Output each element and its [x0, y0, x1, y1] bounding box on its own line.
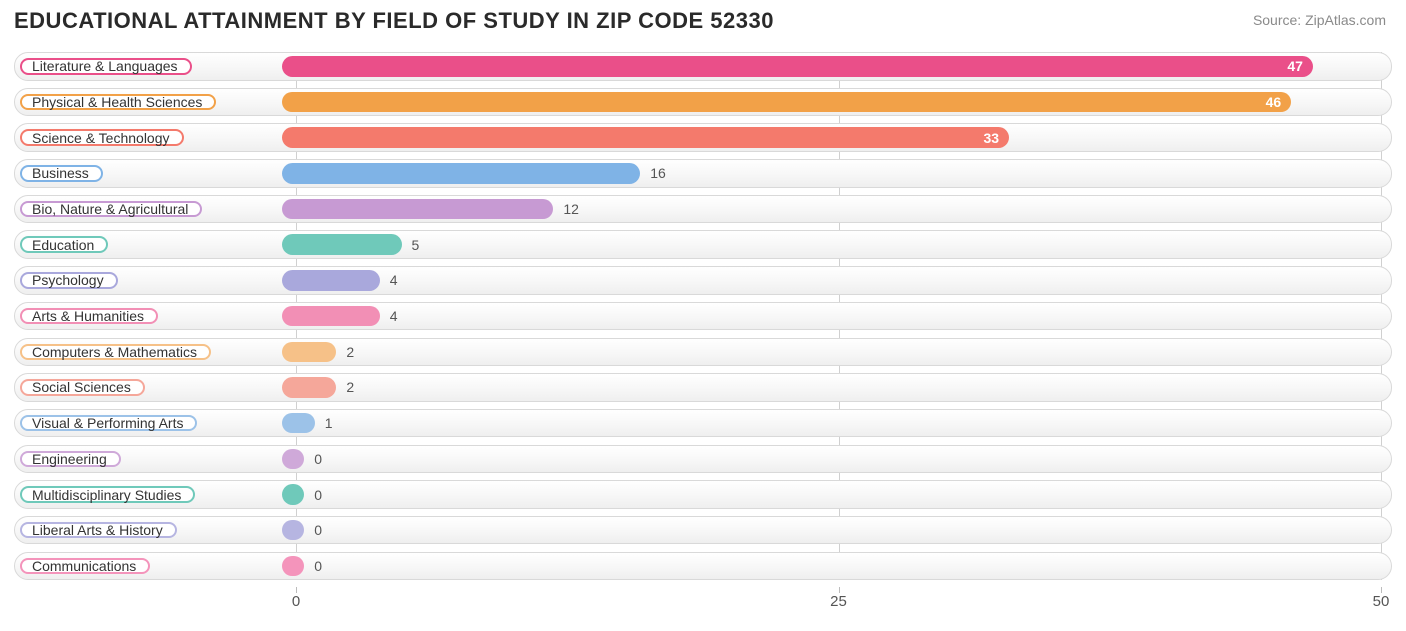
category-pill: Visual & Performing Arts — [20, 415, 197, 432]
category-label: Science & Technology — [32, 130, 170, 146]
bar-fill — [282, 449, 305, 470]
category-label: Physical & Health Sciences — [32, 94, 202, 110]
bar-fill — [282, 520, 305, 541]
track-inner: Engineering 0 — [18, 449, 1388, 470]
track-inner: Computers & Mathematics 2 — [18, 342, 1388, 363]
bar-value: 1 — [325, 415, 333, 431]
bar-value: 2 — [346, 379, 354, 395]
bar-fill — [282, 377, 337, 398]
category-pill: Social Sciences — [20, 379, 145, 396]
bar-fill — [282, 163, 640, 184]
bar-fill — [282, 306, 380, 327]
bar-fill — [282, 199, 554, 220]
bar-row: Computers & Mathematics 2 — [14, 338, 1392, 367]
chart-area: Literature & Languages 47 Physical & Healt… — [0, 38, 1406, 617]
category-pill: Arts & Humanities — [20, 308, 158, 325]
category-pill: Engineering — [20, 451, 121, 468]
category-label: Engineering — [32, 451, 107, 467]
bar-fill — [282, 234, 402, 255]
axis-tick-label: 25 — [830, 593, 847, 610]
category-pill: Liberal Arts & History — [20, 522, 177, 539]
track-inner: Education 5 — [18, 234, 1388, 255]
category-label: Arts & Humanities — [32, 308, 144, 324]
bar-fill — [282, 270, 380, 291]
bar-row: Business 16 — [14, 159, 1392, 188]
bar-row: Engineering 0 — [14, 445, 1392, 474]
chart-title: EDUCATIONAL ATTAINMENT BY FIELD OF STUDY… — [14, 8, 774, 34]
track-inner: Communications 0 — [18, 556, 1388, 577]
track-inner: Psychology 4 — [18, 270, 1388, 291]
track-inner: Multidisciplinary Studies 0 — [18, 484, 1388, 505]
bar-value: 46 — [1266, 94, 1282, 110]
track-inner: Liberal Arts & History 0 — [18, 520, 1388, 541]
bar-row: Psychology 4 — [14, 266, 1392, 295]
bar-row: Physical & Health Sciences 46 — [14, 88, 1392, 117]
track-inner: Visual & Performing Arts 1 — [18, 413, 1388, 434]
bar-rows: Literature & Languages 47 Physical & Healt… — [14, 52, 1392, 580]
bar-row: Education 5 — [14, 230, 1392, 259]
category-pill: Business — [20, 165, 103, 182]
bar-row: Science & Technology 33 — [14, 123, 1392, 152]
category-pill: Physical & Health Sciences — [20, 94, 216, 111]
category-pill: Multidisciplinary Studies — [20, 486, 195, 503]
bar-value: 0 — [314, 522, 322, 538]
category-label: Literature & Languages — [32, 58, 178, 74]
category-label: Multidisciplinary Studies — [32, 487, 181, 503]
category-label: Psychology — [32, 272, 104, 288]
x-axis: 0 25 50 — [14, 587, 1392, 617]
category-label: Computers & Mathematics — [32, 344, 197, 360]
track-inner: Bio, Nature & Agricultural 12 — [18, 199, 1388, 220]
bar-fill — [282, 92, 1291, 113]
category-label: Social Sciences — [32, 379, 131, 395]
category-label: Bio, Nature & Agricultural — [32, 201, 188, 217]
bar-value: 0 — [314, 451, 322, 467]
bar-value: 4 — [390, 272, 398, 288]
bar-fill — [282, 127, 1009, 148]
source-attribution: Source: ZipAtlas.com — [1253, 8, 1386, 28]
bar-fill — [282, 556, 305, 577]
axis-tick-label: 0 — [292, 593, 300, 610]
bar-value: 33 — [984, 130, 1000, 146]
bar-value: 16 — [650, 165, 666, 181]
bar-value: 0 — [314, 487, 322, 503]
bar-row: Liberal Arts & History 0 — [14, 516, 1392, 545]
category-pill: Science & Technology — [20, 129, 184, 146]
bar-fill — [282, 342, 337, 363]
bar-fill — [282, 484, 305, 505]
bar-row: Arts & Humanities 4 — [14, 302, 1392, 331]
track-inner: Physical & Health Sciences 46 — [18, 92, 1388, 113]
bar-row: Social Sciences 2 — [14, 373, 1392, 402]
category-label: Education — [32, 237, 94, 253]
bar-row: Literature & Languages 47 — [14, 52, 1392, 81]
category-label: Communications — [32, 558, 136, 574]
bar-row: Communications 0 — [14, 552, 1392, 581]
bar-value: 5 — [412, 237, 420, 253]
track-inner: Social Sciences 2 — [18, 377, 1388, 398]
category-label: Business — [32, 165, 89, 181]
category-label: Liberal Arts & History — [32, 522, 163, 538]
category-pill: Computers & Mathematics — [20, 344, 211, 361]
track-inner: Science & Technology 33 — [18, 127, 1388, 148]
track-inner: Arts & Humanities 4 — [18, 306, 1388, 327]
bar-fill — [282, 413, 315, 434]
category-label: Visual & Performing Arts — [32, 415, 183, 431]
bar-value: 2 — [346, 344, 354, 360]
bar-row: Bio, Nature & Agricultural 12 — [14, 195, 1392, 224]
bar-value: 47 — [1287, 58, 1303, 74]
bar-fill — [282, 56, 1313, 77]
category-pill: Education — [20, 236, 108, 253]
category-pill: Literature & Languages — [20, 58, 192, 75]
bar-value: 0 — [314, 558, 322, 574]
track-inner: Business 16 — [18, 163, 1388, 184]
category-pill: Communications — [20, 558, 150, 575]
category-pill: Bio, Nature & Agricultural — [20, 201, 202, 218]
bar-value: 12 — [563, 201, 579, 217]
track-inner: Literature & Languages 47 — [18, 56, 1388, 77]
category-pill: Psychology — [20, 272, 118, 289]
bar-row: Multidisciplinary Studies 0 — [14, 480, 1392, 509]
axis-tick-label: 50 — [1373, 593, 1390, 610]
bar-row: Visual & Performing Arts 1 — [14, 409, 1392, 438]
bar-value: 4 — [390, 308, 398, 324]
